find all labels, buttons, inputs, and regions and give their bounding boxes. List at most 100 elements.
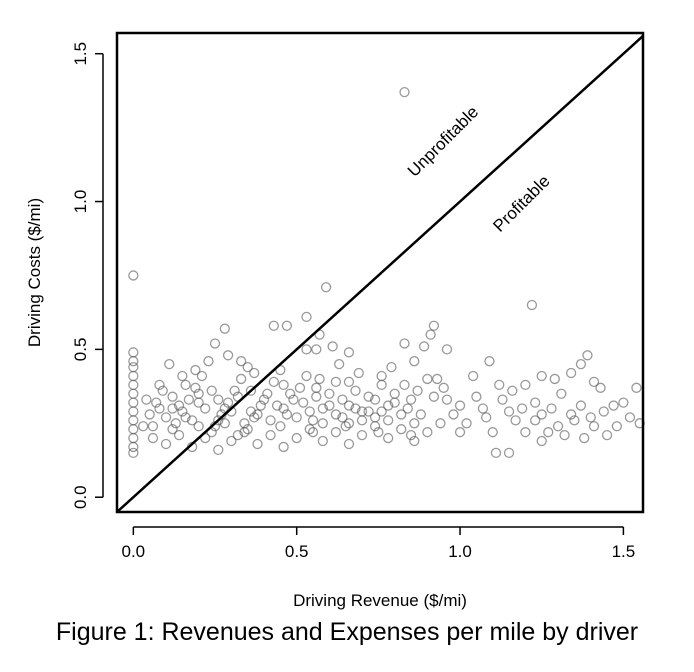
data-point [409,418,420,429]
data-point [343,400,355,411]
data-point [137,421,149,432]
data-point [157,385,168,396]
data-point [471,391,482,402]
data-point [177,370,188,382]
data-point [252,438,263,450]
data-point [173,400,185,411]
data-point [167,403,178,414]
y-tick-label: 1.5 [71,42,90,66]
data-point [167,424,178,435]
data-point [396,409,407,420]
x-axis-label: Driving Revenue ($/mi) [293,591,467,610]
data-point [595,382,606,393]
data-point [383,432,394,444]
data-point [275,421,286,432]
x-tick-label: 1.5 [612,542,636,561]
plot-frame [115,31,645,514]
data-point [363,391,374,402]
data-point [611,421,623,432]
data-point [631,382,642,393]
data-point [350,403,361,414]
data-point [128,379,139,391]
data-point [128,388,139,399]
data-point [193,388,204,399]
data-point [196,370,208,382]
data-point [320,282,332,293]
scatter-chart: 0.0 0.5 1.0 1.5 0.0 0.5 1.0 1.5 Unprofitable P… [25,31,645,610]
data-point [327,341,338,352]
data-point [200,403,211,414]
data-point [350,385,361,396]
data-point [203,356,214,367]
data-point [180,379,191,391]
data-point [454,400,466,411]
data-point [340,421,351,432]
x-tick-label: 0.5 [285,542,309,561]
data-point [369,394,381,405]
y-axis: 0.0 0.5 1.0 1.5 [71,42,104,509]
data-point [213,444,224,456]
data-point [128,270,139,281]
points-layer [128,86,645,459]
data-point [154,403,165,414]
data-point [144,409,155,420]
data-point [487,427,498,438]
figure-caption: Figure 1: Revenues and Expenses per mile… [55,618,639,646]
data-point [494,379,505,391]
data-point [369,412,381,423]
data-point [373,427,384,438]
data-point [288,394,299,405]
data-point [265,415,276,426]
data-point [285,388,296,399]
data-point [402,403,413,414]
data-point [618,397,629,408]
data-point [399,379,410,391]
data-point [249,412,260,423]
data-point [422,373,433,385]
data-point [454,427,466,438]
data-point [128,356,139,367]
data-point [405,429,417,441]
data-point [147,421,159,432]
data-point [311,391,322,402]
data-point [598,406,609,417]
y-tick-label: 1.0 [71,190,90,214]
data-point [128,432,139,444]
data-point [128,424,139,435]
data-point [167,391,178,402]
data-point [222,397,234,408]
data-point [343,418,355,429]
data-point [317,435,328,447]
data-point [448,409,459,420]
data-point [317,418,328,429]
data-point [409,435,420,447]
data-point [245,385,257,396]
data-point [298,397,309,408]
data-point [301,370,312,382]
data-point [588,376,600,388]
data-point [337,412,348,423]
data-point [405,394,417,405]
data-point [399,338,410,349]
data-point [173,429,185,441]
data-point [219,418,230,429]
data-point [190,382,201,393]
data-point [503,406,515,417]
data-point [128,415,139,426]
data-point [428,320,440,331]
data-point [409,356,420,367]
data-point [255,400,266,411]
data-point [383,400,394,411]
data-point [301,311,312,323]
data-point [569,415,580,426]
data-point [291,432,302,444]
data-point [337,394,348,405]
data-point [330,409,342,420]
data-point [559,429,570,441]
data-point [151,397,162,408]
data-point [549,373,560,385]
data-point [314,373,325,385]
data-point [324,400,335,411]
data-point [376,406,387,417]
data-point [428,391,440,402]
